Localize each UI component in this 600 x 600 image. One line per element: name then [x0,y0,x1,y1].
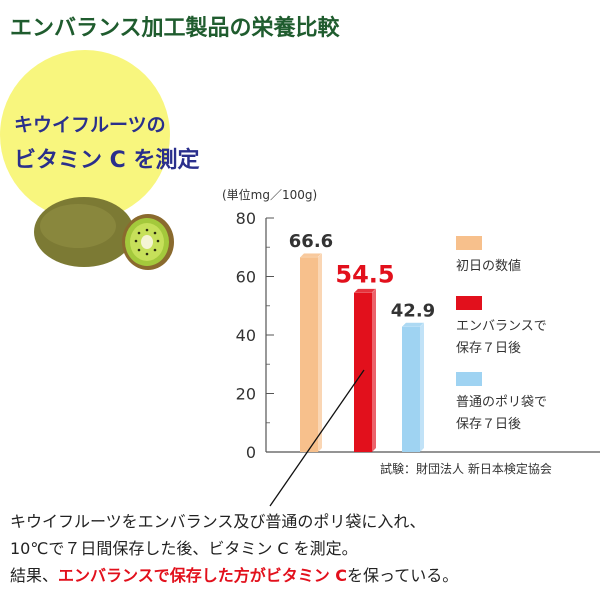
legend-label-envalance: エンバランスで 保存７日後 [456,319,547,356]
y-tick-label: 80 [236,209,256,228]
bar-side-face [372,288,376,452]
headline-line-1: キウイフルーツの [14,114,166,136]
caption-line-3-prefix: 結果、 [10,566,59,585]
bar [300,257,318,452]
caption-line-3-highlight: エンバランスで保存した方がビタミン C [58,566,348,585]
caption: キウイフルーツをエンバランス及び普通のポリ袋に入れ、 10℃で７日間保存した後、… [10,508,596,589]
headline-line-2: ビタミン C を測定 [14,148,200,173]
caption-line-3: 結果、エンバランスで保存した方がビタミン Cを保っている。 [10,562,596,589]
legend-label-day1: 初日の数値 [456,259,522,274]
bar-value-label: 54.5 [335,261,394,289]
page-title: エンバランス加工製品の栄養比較 [10,16,340,41]
legend-label-plastic-bag: 普通のポリ袋で 保存７日後 [456,395,548,432]
y-tick-label: 60 [236,268,256,287]
kiwi-fruit-illustration [34,197,174,270]
bar-value-label: 66.6 [289,231,333,252]
caption-line-3-suffix: を保っている。 [347,566,459,585]
source-note: 試験：財団法人 新日本検定協会 [380,462,552,476]
yellow-circle-decoration [0,50,170,220]
bar-value-label: 42.9 [391,301,435,322]
caption-line-2: 10℃で７日間保存した後、ビタミン C を測定。 [10,539,358,558]
legend-swatch-day1 [456,236,482,250]
y-tick-label: 20 [236,385,256,404]
legend-swatch-plastic-bag [456,372,482,386]
bar-side-face [420,322,424,452]
y-tick-label: 0 [246,443,256,462]
y-tick-label: 40 [236,326,256,345]
bar [402,326,420,452]
pointer-line [269,369,365,507]
caption-line-1: キウイフルーツをエンバランス及び普通のポリ袋に入れ、 [10,512,426,531]
legend-swatch-envalance [456,296,482,310]
y-axis-unit-label: (単位mg／100g) [222,188,318,202]
bar-side-face [318,253,322,452]
